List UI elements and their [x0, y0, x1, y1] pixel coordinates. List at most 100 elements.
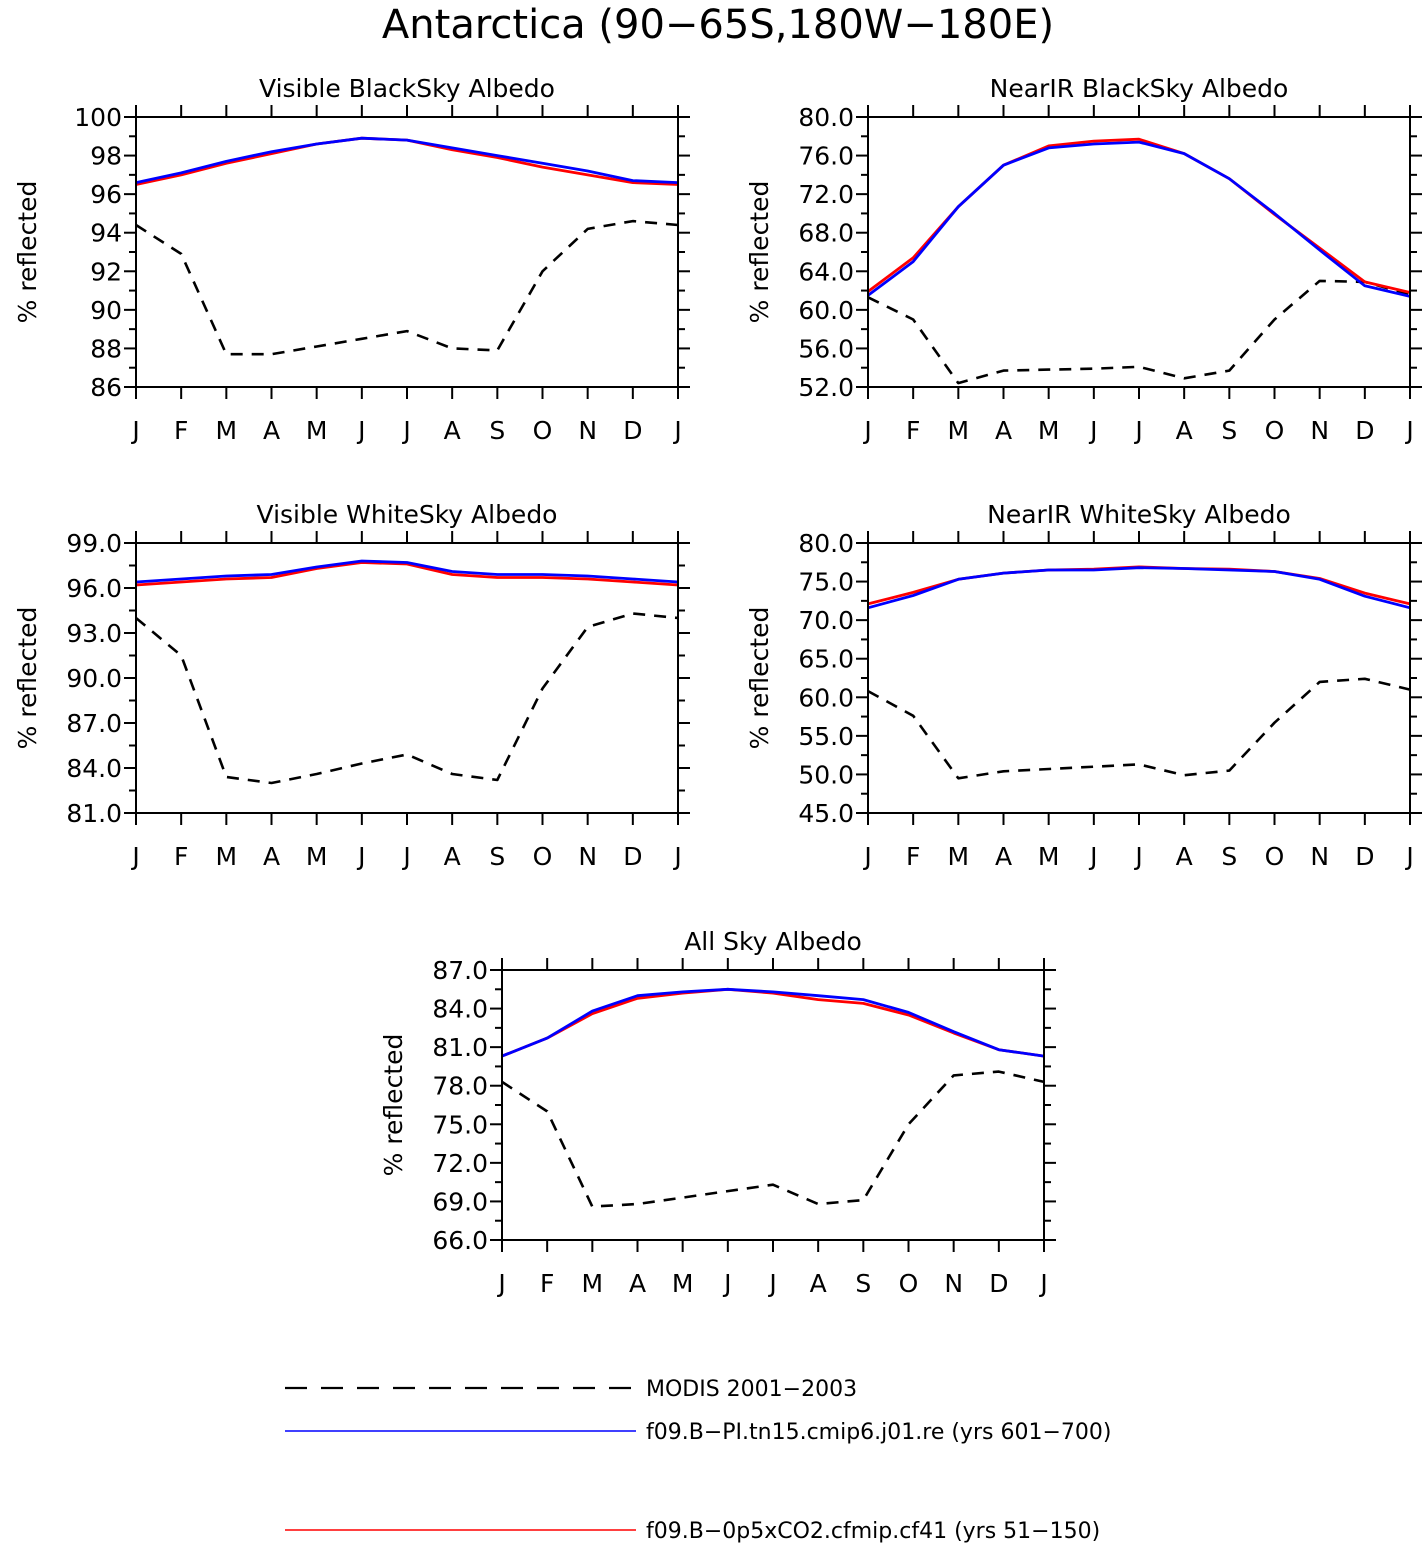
x-tick-label: M: [306, 842, 328, 871]
chart-title: All Sky Albedo: [684, 927, 862, 956]
y-tick-label: 75.0: [798, 568, 854, 597]
series-line-3: [501, 987, 1045, 1058]
y-tick-label: 100: [74, 103, 122, 132]
y-tick-label: 99.0: [66, 529, 122, 558]
legend: MODIS 2001−2003 f09.B−PI.tn15.cmip6.j01.r…: [285, 1377, 1111, 1544]
x-tick-label: J: [356, 842, 365, 871]
y-tick-label: 52.0: [798, 373, 854, 402]
series-line-3: [135, 559, 679, 584]
y-tick-label: 65.0: [798, 645, 854, 674]
y-tick-label: 76.0: [798, 142, 854, 171]
y-tick-label: 84.0: [66, 754, 122, 783]
y-tick-label: 72.0: [432, 1149, 488, 1178]
legend-label-3: f09.B−0p5xCO2.cfmip.cf41 (yrs 51−150): [646, 1519, 1100, 1544]
y-tick-label: 87.0: [432, 956, 488, 985]
x-tick-label: A: [444, 416, 461, 445]
x-tick-label: O: [1265, 416, 1285, 445]
x-tick-label: A: [995, 842, 1012, 871]
y-tick-label: 60.0: [798, 683, 854, 712]
y-tick-label: 92: [90, 257, 122, 286]
x-tick-label: N: [1310, 842, 1329, 871]
x-tick-label: F: [540, 1269, 554, 1298]
chart-title: NearIR WhiteSky Albedo: [987, 500, 1291, 529]
x-tick-label: J: [1404, 416, 1413, 445]
x-tick-label: N: [578, 842, 597, 871]
x-tick-label: M: [1038, 416, 1060, 445]
y-tick-label: 78.0: [432, 1072, 488, 1101]
chart-panel-3: Visible WhiteSky Albedo % reflected 81.0 84…: [13, 500, 690, 871]
y-tick-label: 81.0: [66, 799, 122, 828]
y-axis-label: % reflected: [379, 1034, 408, 1177]
x-tick-label: J: [130, 416, 139, 445]
y-tick-label: 84.0: [432, 995, 488, 1024]
x-tick-label: M: [306, 416, 328, 445]
plot-frame: [867, 116, 1411, 388]
x-tick-label: J: [1088, 842, 1097, 871]
legend-label-1: MODIS 2001−2003: [646, 1377, 857, 1402]
x-tick-label: S: [1221, 416, 1237, 445]
x-tick-label: J: [767, 1269, 776, 1298]
x-tick-label: J: [496, 1269, 505, 1298]
x-tick-label: M: [948, 416, 970, 445]
plot-frame: [135, 542, 679, 814]
x-tick-label: D: [1355, 842, 1374, 871]
y-tick-label: 66.0: [432, 1226, 488, 1255]
x-tick-label: J: [1133, 416, 1142, 445]
y-tick-label: 96: [90, 180, 122, 209]
x-tick-label: A: [629, 1269, 646, 1298]
y-tick-label: 64.0: [798, 257, 854, 286]
y-tick-label: 87.0: [66, 709, 122, 738]
x-tick-label: F: [906, 416, 920, 445]
chart-title: Visible WhiteSky Albedo: [257, 500, 558, 529]
y-tick-label: 70.0: [798, 606, 854, 635]
x-tick-label: J: [862, 842, 871, 871]
y-tick-label: 80.0: [798, 103, 854, 132]
y-axis-label: % reflected: [13, 181, 42, 324]
x-tick-label: N: [578, 416, 597, 445]
chart-panel-2: NearIR BlackSky Albedo % reflected 52.0 56.…: [745, 74, 1422, 445]
y-tick-label: 90.0: [66, 664, 122, 693]
x-tick-label: J: [1133, 842, 1142, 871]
x-tick-label: A: [995, 416, 1012, 445]
x-tick-label: S: [489, 416, 505, 445]
chart-panel-1: Visible BlackSky Albedo % reflected 86 88 90…: [13, 74, 690, 445]
chart-title: Visible BlackSky Albedo: [259, 74, 555, 103]
x-tick-label: J: [401, 842, 410, 871]
series-line-2: [135, 561, 679, 587]
x-tick-label: D: [623, 842, 642, 871]
chart-panels: Visible BlackSky Albedo % reflected 86 88 90…: [13, 74, 1422, 1298]
x-tick-label: J: [356, 416, 365, 445]
x-tick-label: D: [1355, 416, 1374, 445]
y-tick-label: 45.0: [798, 799, 854, 828]
x-tick-label: F: [174, 842, 188, 871]
x-tick-label: A: [263, 842, 280, 871]
series-line-2: [867, 565, 1411, 606]
x-tick-label: O: [533, 842, 553, 871]
x-tick-label: F: [174, 416, 188, 445]
y-axis-label: % reflected: [745, 607, 774, 750]
plot-frame: [135, 116, 679, 388]
x-tick-label: D: [623, 416, 642, 445]
series-line-3: [867, 140, 1411, 298]
y-tick-label: 86: [90, 373, 122, 402]
chart-panel-4: NearIR WhiteSky Albedo % reflected 45.0 50.…: [745, 500, 1422, 871]
y-tick-label: 68.0: [798, 219, 854, 248]
x-tick-label: A: [1176, 416, 1193, 445]
x-tick-label: J: [862, 416, 871, 445]
x-tick-label: J: [1088, 416, 1097, 445]
series-line-3: [135, 136, 679, 184]
x-tick-label: F: [906, 842, 920, 871]
y-tick-label: 72.0: [798, 180, 854, 209]
x-tick-label: S: [1221, 842, 1237, 871]
y-tick-label: 88: [90, 334, 122, 363]
x-tick-label: O: [533, 416, 553, 445]
series-line-1: [867, 677, 1411, 780]
x-tick-label: A: [444, 842, 461, 871]
x-tick-label: M: [582, 1269, 604, 1298]
x-tick-label: D: [989, 1269, 1008, 1298]
y-tick-label: 60.0: [798, 296, 854, 325]
series-line-1: [501, 1070, 1045, 1208]
series-line-1: [135, 612, 679, 785]
x-tick-label: M: [216, 416, 238, 445]
